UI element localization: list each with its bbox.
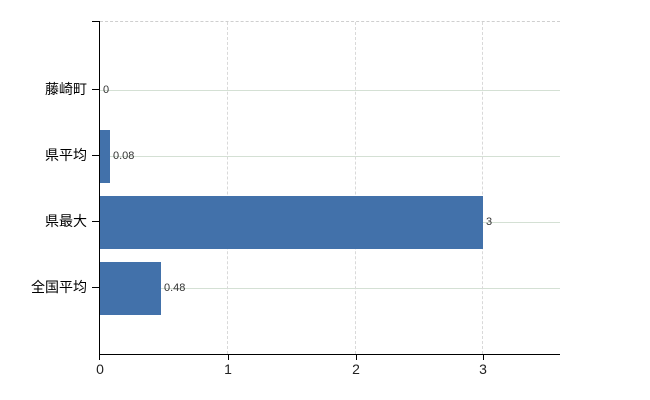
plot-area: 0 0.08 3 0.48 xyxy=(100,21,560,354)
bar-value-label: 0 xyxy=(103,84,110,96)
category-label-2: 県平均 xyxy=(45,147,87,163)
bar-全国平均 xyxy=(100,261,161,315)
y-axis-tick xyxy=(92,155,99,156)
x-axis-tick xyxy=(483,355,484,360)
vertical-gridline xyxy=(226,22,228,354)
horizontal-gridline xyxy=(100,288,560,289)
bar-県平均 xyxy=(100,129,110,183)
x-axis-tick xyxy=(99,355,100,360)
horizontal-gridline xyxy=(100,156,560,157)
x-axis-line xyxy=(99,354,560,355)
horizontal-gridline xyxy=(100,90,560,91)
x-axis-tick xyxy=(228,355,229,360)
y-axis-end-tick xyxy=(92,21,99,22)
category-label-1: 藤崎町 xyxy=(45,81,87,97)
y-axis-line xyxy=(99,21,100,354)
vertical-gridline xyxy=(354,22,356,354)
bar-value-label: 0.48 xyxy=(164,282,186,294)
x-tick-label-0: 0 xyxy=(96,361,104,377)
bar-県最大 xyxy=(100,195,483,249)
y-axis-tick xyxy=(92,221,99,222)
category-label-4: 全国平均 xyxy=(31,279,87,295)
vertical-gridline xyxy=(482,22,484,354)
x-tick-label-1: 1 xyxy=(224,361,232,377)
x-tick-label-3: 3 xyxy=(479,361,487,377)
y-axis-tick xyxy=(92,89,99,90)
x-tick-label-2: 2 xyxy=(352,361,360,377)
category-label-3: 県最大 xyxy=(45,213,87,229)
y-axis-tick xyxy=(92,287,99,288)
bar-value-label: 3 xyxy=(486,216,493,228)
bar-value-label: 0.08 xyxy=(113,150,135,162)
x-axis-tick xyxy=(356,355,357,360)
